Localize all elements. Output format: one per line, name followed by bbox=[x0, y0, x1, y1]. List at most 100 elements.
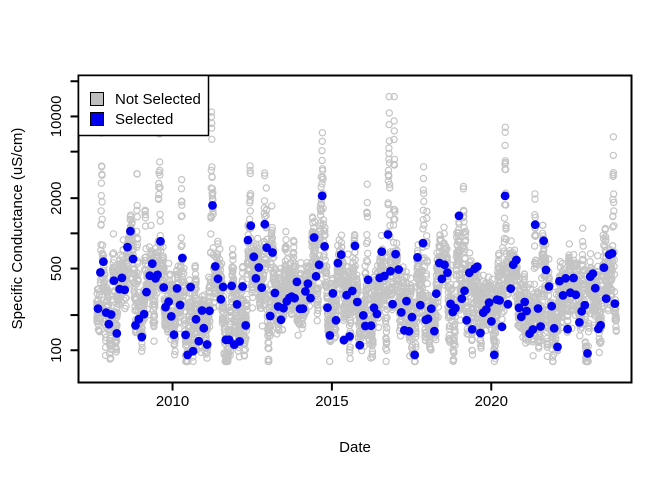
data-point-not-selected bbox=[350, 264, 358, 272]
data-point-not-selected bbox=[597, 307, 605, 316]
data-point-not-selected bbox=[419, 206, 427, 214]
data-point-not-selected bbox=[382, 328, 391, 336]
data-point-not-selected bbox=[134, 269, 142, 278]
data-point-not-selected bbox=[363, 237, 372, 245]
data-point-not-selected bbox=[420, 197, 428, 206]
data-point-not-selected bbox=[502, 165, 510, 174]
data-point-not-selected bbox=[427, 346, 435, 354]
data-point-not-selected bbox=[565, 240, 574, 248]
data-point-not-selected bbox=[419, 225, 427, 233]
data-point-not-selected bbox=[265, 339, 273, 347]
data-point-not-selected bbox=[208, 192, 217, 200]
data-point-not-selected bbox=[112, 337, 121, 345]
data-point-not-selected bbox=[543, 341, 552, 349]
data-point-not-selected bbox=[177, 234, 185, 242]
data-point-not-selected bbox=[468, 346, 477, 355]
data-point-not-selected bbox=[419, 215, 427, 224]
data-point-not-selected bbox=[454, 256, 462, 265]
data-point-not-selected bbox=[246, 207, 254, 215]
data-point-not-selected bbox=[321, 231, 329, 239]
data-point-not-selected bbox=[207, 108, 216, 116]
data-point-not-selected bbox=[289, 253, 298, 261]
data-point-not-selected bbox=[526, 280, 535, 288]
data-point-not-selected bbox=[314, 284, 322, 292]
data-point-not-selected bbox=[238, 262, 247, 271]
data-point-not-selected bbox=[208, 184, 216, 193]
data-point-not-selected bbox=[402, 268, 410, 276]
data-point-not-selected bbox=[584, 357, 592, 366]
data-point-not-selected bbox=[317, 183, 325, 191]
data-point-not-selected bbox=[510, 246, 519, 254]
data-point-not-selected bbox=[419, 186, 428, 194]
data-point-not-selected bbox=[206, 317, 214, 326]
data-point-not-selected bbox=[98, 171, 106, 179]
data-point-not-selected bbox=[104, 294, 112, 302]
data-point-not-selected bbox=[390, 117, 398, 125]
data-point-not-selected bbox=[321, 227, 329, 235]
data-point-not-selected bbox=[268, 223, 276, 232]
data-point-not-selected bbox=[579, 242, 587, 250]
data-point-not-selected bbox=[595, 335, 603, 343]
data-point-not-selected bbox=[242, 334, 250, 342]
data-point-not-selected bbox=[386, 184, 394, 192]
data-point-not-selected bbox=[153, 289, 161, 297]
data-point-not-selected bbox=[171, 347, 179, 356]
data-point-not-selected bbox=[133, 235, 142, 243]
data-point-not-selected bbox=[226, 351, 234, 360]
data-point-not-selected bbox=[402, 280, 410, 288]
data-point-not-selected bbox=[155, 190, 163, 199]
data-point-not-selected bbox=[278, 326, 287, 334]
data-point-not-selected bbox=[512, 268, 521, 276]
data-point-not-selected bbox=[531, 232, 540, 240]
data-point-not-selected bbox=[369, 336, 377, 344]
data-point-not-selected bbox=[423, 214, 431, 222]
data-point-not-selected bbox=[549, 357, 557, 366]
data-point-not-selected bbox=[220, 318, 228, 326]
data-point-not-selected bbox=[332, 301, 341, 309]
data-point-not-selected bbox=[501, 141, 509, 150]
data-point-not-selected bbox=[374, 323, 383, 332]
data-point-not-selected bbox=[465, 249, 474, 257]
data-point-not-selected bbox=[170, 351, 179, 359]
data-point-not-selected bbox=[390, 135, 398, 144]
data-point-not-selected bbox=[383, 324, 391, 332]
data-point-not-selected bbox=[364, 249, 372, 258]
data-point-not-selected bbox=[451, 341, 459, 349]
data-point-not-selected bbox=[579, 224, 587, 232]
data-point-not-selected bbox=[353, 271, 361, 279]
data-point-not-selected bbox=[122, 294, 130, 302]
data-point-not-selected bbox=[422, 272, 430, 280]
data-point-not-selected bbox=[133, 201, 141, 210]
data-point-not-selected bbox=[294, 331, 302, 339]
data-point-not-selected bbox=[203, 348, 211, 356]
data-point-not-selected bbox=[248, 304, 257, 312]
data-point-not-selected bbox=[351, 231, 359, 240]
data-point-not-selected bbox=[564, 316, 572, 325]
data-point-not-selected bbox=[552, 334, 560, 342]
data-point-not-selected bbox=[265, 357, 273, 366]
data-point-not-selected bbox=[520, 270, 529, 279]
data-point-not-selected bbox=[321, 282, 330, 290]
data-point-not-selected bbox=[461, 236, 470, 244]
data-point-not-selected bbox=[348, 308, 356, 317]
data-point-not-selected bbox=[602, 235, 610, 243]
data-point-not-selected bbox=[494, 256, 503, 265]
data-point-not-selected bbox=[97, 207, 105, 215]
data-point-not-selected bbox=[520, 275, 529, 283]
data-point-not-selected bbox=[150, 337, 158, 345]
data-point-not-selected bbox=[595, 348, 604, 357]
data-point-not-selected bbox=[97, 179, 106, 187]
data-point-not-selected bbox=[98, 215, 106, 223]
data-point-not-selected bbox=[363, 212, 372, 221]
data-point-not-selected bbox=[319, 175, 327, 184]
data-point-not-selected bbox=[545, 255, 553, 263]
data-point-not-selected bbox=[501, 128, 509, 136]
data-point-not-selected bbox=[214, 237, 222, 245]
data-point-not-selected bbox=[209, 210, 217, 219]
data-point-not-selected bbox=[235, 353, 244, 361]
data-point-not-selected bbox=[319, 216, 328, 224]
data-point-not-selected bbox=[448, 285, 456, 293]
data-point-not-selected bbox=[156, 183, 164, 191]
data-point-not-selected bbox=[263, 259, 271, 267]
